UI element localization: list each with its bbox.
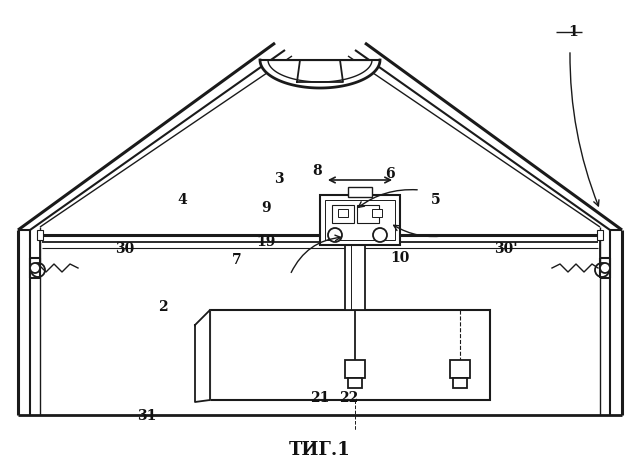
Bar bbox=[320, 195, 400, 245]
Bar bbox=[348, 378, 362, 388]
Bar bbox=[597, 230, 603, 240]
Bar bbox=[450, 360, 470, 378]
Polygon shape bbox=[195, 310, 210, 402]
Bar bbox=[357, 205, 379, 223]
Bar bbox=[332, 205, 354, 223]
Text: 4: 4 bbox=[177, 193, 188, 207]
Bar bbox=[348, 187, 372, 197]
Text: 6: 6 bbox=[385, 167, 396, 181]
Bar bbox=[345, 360, 365, 378]
Polygon shape bbox=[297, 60, 343, 82]
Text: 19: 19 bbox=[256, 235, 275, 249]
Polygon shape bbox=[260, 60, 380, 88]
Text: 8: 8 bbox=[312, 164, 322, 178]
Text: 5: 5 bbox=[430, 193, 440, 207]
Circle shape bbox=[328, 228, 342, 242]
Bar bbox=[345, 235, 365, 310]
Text: ΤИГ.1: ΤИГ.1 bbox=[289, 441, 351, 459]
Text: 3: 3 bbox=[273, 172, 284, 186]
Text: 21: 21 bbox=[310, 391, 330, 405]
Text: 7: 7 bbox=[232, 253, 242, 267]
Text: 31: 31 bbox=[138, 409, 157, 423]
Text: 10: 10 bbox=[390, 251, 410, 265]
Bar bbox=[372, 209, 382, 217]
Text: 30': 30' bbox=[494, 242, 517, 256]
Text: 2: 2 bbox=[158, 300, 168, 314]
Bar bbox=[325, 200, 395, 240]
Bar bbox=[210, 310, 490, 400]
Text: 1: 1 bbox=[568, 25, 578, 39]
Text: 9: 9 bbox=[260, 201, 271, 215]
Text: 30: 30 bbox=[115, 242, 134, 256]
Circle shape bbox=[595, 263, 609, 277]
Text: 22: 22 bbox=[339, 391, 358, 405]
Bar bbox=[338, 209, 348, 217]
Circle shape bbox=[600, 263, 610, 273]
Circle shape bbox=[373, 228, 387, 242]
Circle shape bbox=[31, 263, 45, 277]
Bar bbox=[37, 230, 43, 240]
Circle shape bbox=[30, 263, 40, 273]
Bar bbox=[453, 378, 467, 388]
